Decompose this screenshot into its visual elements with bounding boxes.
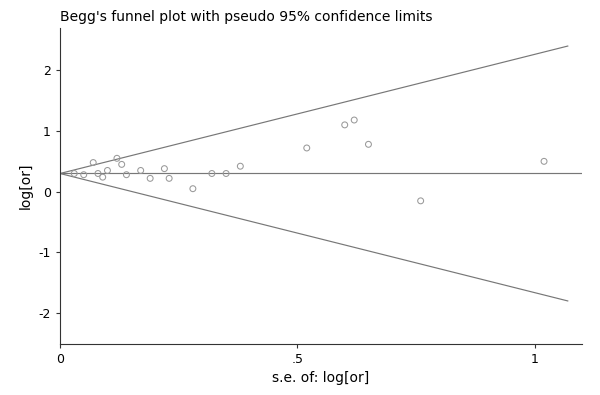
Point (145, 175, 155, 182)
Point (98, 174, 107, 180)
Point (117, 161, 127, 167)
Point (88, 160, 98, 166)
Point (221, 170, 231, 177)
Point (79, 171, 89, 178)
Point (122, 171, 131, 178)
Point (416, 198, 425, 204)
Point (207, 170, 217, 177)
Point (136, 167, 145, 174)
Y-axis label: log[or]: log[or] (19, 162, 33, 209)
Point (164, 175, 174, 182)
Point (340, 122, 350, 128)
Point (160, 166, 169, 172)
Point (70, 170, 79, 177)
Point (364, 141, 373, 147)
Point (112, 155, 122, 162)
X-axis label: s.e. of: log[or]: s.e. of: log[or] (272, 371, 370, 385)
Point (188, 186, 197, 192)
Point (539, 158, 549, 164)
Point (302, 145, 311, 151)
Point (349, 117, 359, 123)
Point (103, 167, 112, 174)
Point (236, 163, 245, 169)
Text: Begg's funnel plot with pseudo 95% confidence limits: Begg's funnel plot with pseudo 95% confi… (60, 10, 433, 24)
Point (93, 170, 103, 177)
